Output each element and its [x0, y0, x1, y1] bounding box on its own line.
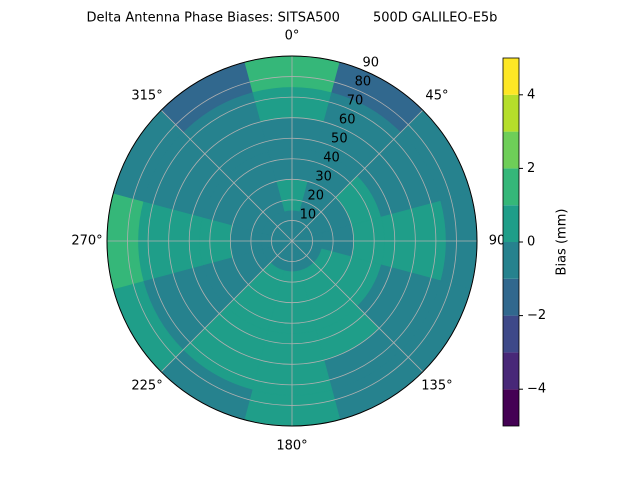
r-tick-label: 30 [315, 170, 332, 185]
theta-tick-label: 315° [131, 89, 162, 104]
polar-frame [106, 55, 478, 427]
colorbar-label: Bias (mm) [555, 209, 570, 276]
theta-tick-label: 180° [276, 439, 307, 454]
colorbar-tick-label: 2 [527, 161, 535, 176]
grid-spoke [160, 240, 293, 373]
theta-tick-label: 90 [489, 234, 506, 249]
grid-spoke [291, 109, 424, 242]
colorbar-band [503, 315, 519, 353]
colorbar-band [503, 205, 519, 242]
r-tick-label: 10 [300, 208, 317, 223]
grid-spoke [291, 240, 424, 373]
theta-tick-label: 45° [425, 89, 448, 104]
colorbar-band [503, 168, 519, 206]
r-tick-label: 50 [331, 132, 348, 147]
grid-spoke [160, 109, 293, 242]
colorbar-band [503, 94, 519, 132]
colorbar-tick-label: −2 [527, 308, 546, 323]
r-tick-label: 70 [347, 94, 364, 109]
chart-title: Delta Antenna Phase Biases: SITSA500 500… [87, 11, 498, 26]
r-tick-label: 90 [363, 56, 380, 71]
r-tick-label: 80 [355, 75, 372, 90]
r-tick-label: 40 [323, 151, 340, 166]
theta-tick-label: 135° [421, 378, 452, 393]
theta-tick-label: 0° [285, 29, 300, 44]
theta-tick-label: 225° [131, 378, 162, 393]
colorbar-band [503, 131, 519, 169]
theta-tick-label: 270° [71, 234, 102, 249]
colorbar-band [503, 242, 519, 279]
colorbar-tick-label: 4 [527, 87, 535, 102]
colorbar-band [503, 389, 519, 426]
colorbar-band [503, 58, 519, 95]
r-tick-label: 60 [339, 113, 356, 128]
colorbar-tick-label: 0 [527, 235, 535, 250]
r-tick-label: 20 [307, 189, 324, 204]
colorbar-band [503, 278, 519, 316]
colorbar-band [503, 352, 519, 390]
colorbar-tick-label: −4 [527, 382, 546, 397]
